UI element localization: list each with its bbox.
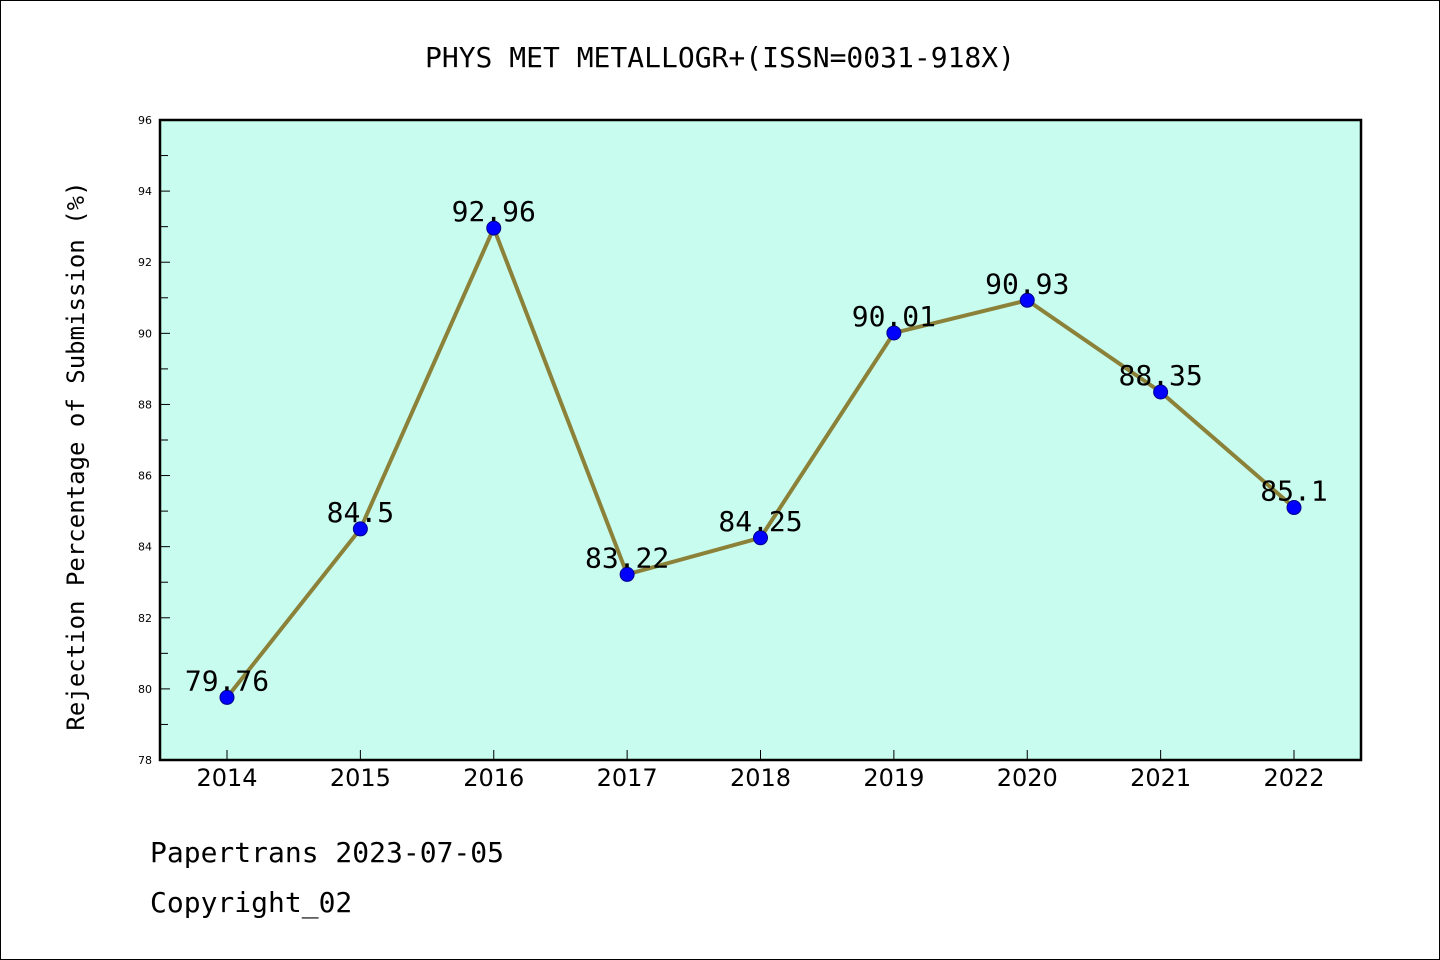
data-point [352, 521, 368, 537]
data-label: 84.25 [718, 505, 802, 538]
data-label: 83.22 [585, 541, 669, 574]
y-tick-label: 92 [138, 256, 152, 269]
data-point [619, 566, 635, 582]
data-series: 79.76 84.5 92.96 83.22 84.25 90.01 90.93 88.35 8… [185, 195, 1328, 705]
data-point [886, 325, 902, 341]
y-axis-label: Rejection Percentage of Submission (%) [62, 181, 90, 730]
x-tick-label: 2018 [730, 764, 791, 792]
y-tick-label: 94 [138, 185, 152, 198]
y-tick-label: 80 [138, 683, 152, 696]
data-label: 90.93 [985, 267, 1069, 300]
data-point [486, 220, 502, 236]
y-tick-label: 90 [138, 327, 152, 340]
data-label: 88.35 [1118, 359, 1202, 392]
x-tick-label: 2015 [330, 764, 391, 792]
data-label: 85.1 [1260, 475, 1327, 508]
x-tick-label: 2020 [997, 764, 1058, 792]
footer-copyright: Copyright_02 [150, 886, 353, 919]
data-label: 79.76 [185, 664, 269, 697]
data-point [1286, 500, 1302, 516]
data-label: 84.5 [327, 496, 394, 529]
x-tick-label: 2014 [196, 764, 257, 792]
data-point [1019, 292, 1035, 308]
data-point [1153, 384, 1169, 400]
x-tick-label: 2017 [597, 764, 658, 792]
data-point [219, 689, 235, 705]
axis-ticks: 78 80 82 84 86 88 90 92 94 96 2014 2015 2016 2017 2018… [138, 114, 1325, 792]
data-point [753, 530, 768, 546]
y-tick-label: 84 [138, 541, 152, 554]
plot-border [158, 118, 1363, 762]
y-tick-label: 82 [138, 612, 152, 625]
x-tick-label: 2021 [1130, 764, 1191, 792]
y-tick-label: 88 [138, 398, 152, 411]
footer-source: Papertrans 2023-07-05 [150, 836, 505, 869]
y-tick-label: 78 [138, 754, 152, 767]
x-tick-label: 2019 [863, 764, 924, 792]
chart-title: PHYS MET METALLOGR+(ISSN=0031-918X) [425, 41, 1015, 74]
data-label: 92.96 [452, 195, 536, 228]
y-tick-label: 96 [138, 114, 152, 127]
x-tick-label: 2016 [463, 764, 524, 792]
y-tick-label: 86 [138, 470, 152, 483]
plot-area [160, 120, 1361, 760]
data-label: 90.01 [852, 300, 936, 333]
x-tick-label: 2022 [1263, 764, 1324, 792]
